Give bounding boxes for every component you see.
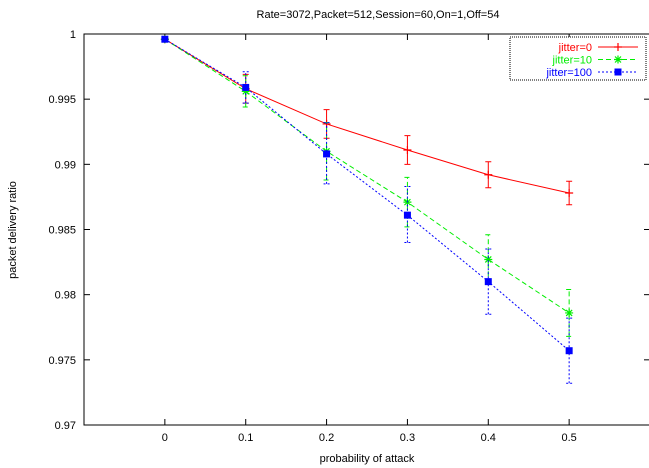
legend-marker: [614, 68, 622, 76]
x-tick-label: 0.1: [238, 432, 253, 444]
data-point: [242, 83, 250, 91]
legend-marker: [614, 55, 622, 64]
legend-label: jitter=10: [552, 55, 592, 67]
series-layer: [160, 35, 574, 384]
y-tick-label: 0.975: [48, 355, 76, 367]
x-axis-label: probability of attack: [320, 453, 415, 465]
legend-box: [509, 36, 647, 81]
series-jitter-100: [161, 35, 573, 384]
y-tick-label: 0.99: [55, 159, 76, 171]
y-tick-label: 0.995: [48, 94, 76, 106]
error-bar: [323, 122, 330, 185]
legend-label: jitter=100: [545, 67, 592, 79]
y-axis-label: packet delivery ratio: [7, 181, 19, 279]
error-bar: [242, 71, 249, 104]
legend-label: jitter=0: [558, 42, 592, 54]
y-tick-label: 0.985: [48, 225, 76, 237]
data-point: [484, 170, 493, 179]
data-point: [241, 87, 250, 96]
series-line: [164, 38, 570, 314]
data-point: [323, 150, 331, 158]
chart-title: Rate=3072,Packet=512,Session=60,On=1,Off…: [257, 9, 500, 21]
data-point: [484, 255, 493, 264]
data-point: [484, 278, 492, 286]
axis-ticks: 0 0.1 0.2 0.3 0.4 0.5 0.97 0.975 0.98 0.985 0.99 0.…: [48, 29, 649, 444]
series-jitter-10: [160, 35, 574, 337]
data-point: [565, 308, 574, 317]
series-jitter-0: [160, 35, 574, 206]
x-tick-label: 0.3: [400, 432, 415, 444]
data-point: [565, 189, 574, 198]
x-tick-label: 0.5: [561, 432, 576, 444]
x-tick-label: 0.2: [319, 432, 334, 444]
x-tick-label: 0: [162, 432, 168, 444]
error-bar: [566, 288, 573, 337]
data-point: [403, 211, 411, 219]
plot-area: [83, 33, 649, 426]
data-point: [403, 145, 412, 154]
x-tick-label: 0.4: [481, 432, 496, 444]
data-point: [161, 35, 169, 43]
y-tick-label: 0.98: [55, 290, 76, 302]
series-line: [164, 38, 570, 194]
data-point: [565, 347, 573, 355]
y-tick-label: 1: [70, 29, 76, 41]
legend-marker: [614, 43, 622, 51]
series-line: [164, 38, 570, 352]
error-bar: [242, 75, 249, 108]
y-tick-label: 0.97: [55, 420, 76, 432]
